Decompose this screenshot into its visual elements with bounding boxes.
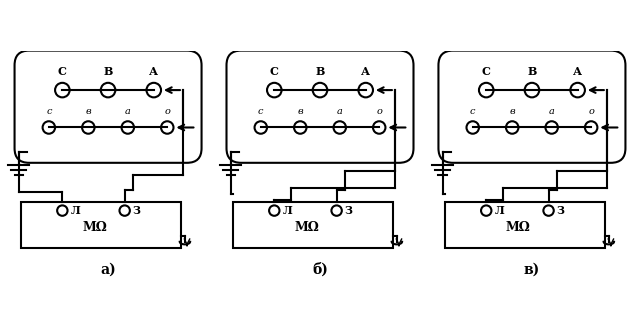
Text: в): в) [524, 263, 540, 277]
Text: с: с [470, 107, 476, 116]
Text: З: З [557, 205, 565, 216]
Text: А: А [573, 66, 582, 77]
FancyBboxPatch shape [227, 51, 413, 163]
Bar [233, 202, 393, 248]
Text: Л: Л [70, 205, 81, 216]
Text: в: в [509, 107, 515, 116]
Text: З: З [345, 205, 353, 216]
Text: А: А [149, 66, 158, 77]
Text: МΩ: МΩ [82, 221, 107, 234]
FancyBboxPatch shape [438, 51, 625, 163]
Text: С: С [58, 66, 67, 77]
Text: В: В [316, 66, 324, 77]
Text: МΩ: МΩ [294, 221, 319, 234]
Text: б): б) [312, 263, 328, 277]
Text: о: о [588, 107, 594, 116]
Bar [445, 202, 605, 248]
Text: о: о [164, 107, 170, 116]
Text: С: С [270, 66, 279, 77]
Text: в: в [86, 107, 91, 116]
Text: В: В [104, 66, 113, 77]
Text: о: о [376, 107, 382, 116]
Bar [20, 202, 180, 248]
Text: в: в [298, 107, 303, 116]
Text: МΩ: МΩ [506, 221, 531, 234]
Text: З: З [133, 205, 141, 216]
Text: Л: Л [495, 205, 504, 216]
Text: а): а) [100, 263, 116, 277]
FancyBboxPatch shape [15, 51, 202, 163]
Text: С: С [482, 66, 491, 77]
Text: А: А [361, 66, 370, 77]
Text: В: В [527, 66, 536, 77]
Text: с: с [46, 107, 52, 116]
Text: Л: Л [283, 205, 292, 216]
Text: а: а [337, 107, 342, 116]
Text: а: а [125, 107, 131, 116]
Text: с: с [258, 107, 264, 116]
Text: а: а [548, 107, 555, 116]
